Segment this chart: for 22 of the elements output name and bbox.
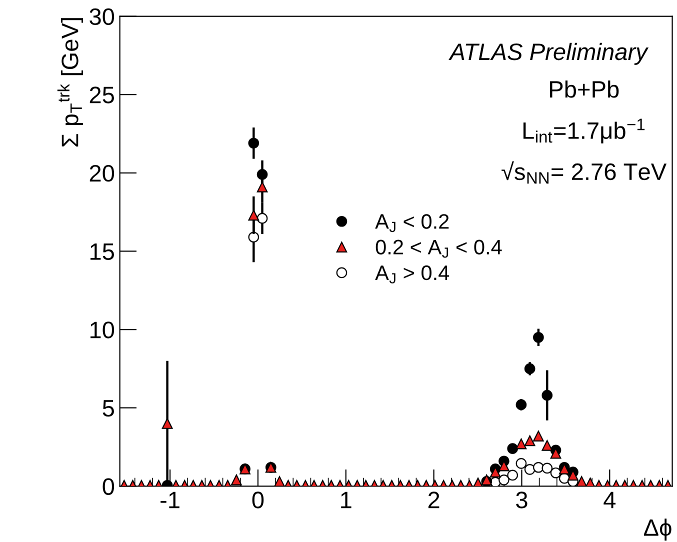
y-tick-label: 0 (102, 478, 114, 495)
legend-label: 0.2 < A$_{J}$ < 0.4 (376, 240, 502, 258)
x-tick-label: 2 (428, 492, 440, 508)
y-tick-label: 15 (90, 244, 114, 260)
x-tick-label: -1 (160, 492, 180, 508)
y-axis-title: Σ p$_{T}$$^{trk}$ [GeV] (57, 18, 84, 147)
annotation: √s$_{NN}$= 2.76 TeV (502, 161, 667, 184)
annotation: ATLAS Preliminary (448, 42, 649, 65)
x-tick-label: 4 (604, 492, 616, 508)
y-tick-label: 20 (90, 164, 114, 182)
x-axis-title: Δϕ (644, 518, 672, 541)
annotation: L$_{int}$=1.7μb$^{−1}$ (523, 118, 645, 144)
annotation: Pb+Pb (550, 80, 619, 98)
x-tick-label: 3 (516, 492, 528, 508)
y-tick-label: 10 (90, 322, 114, 338)
y-tick-label: 30 (90, 8, 114, 26)
legend-label: A$_{J}$ > 0.4 (375, 265, 450, 284)
y-tick-label: 5 (102, 400, 114, 417)
x-tick-label: 1 (341, 492, 352, 508)
legend-label: A$_{J}$ < 0.2 (375, 214, 449, 232)
x-tick-label: 0 (252, 492, 264, 508)
y-tick-label: 25 (90, 86, 114, 104)
